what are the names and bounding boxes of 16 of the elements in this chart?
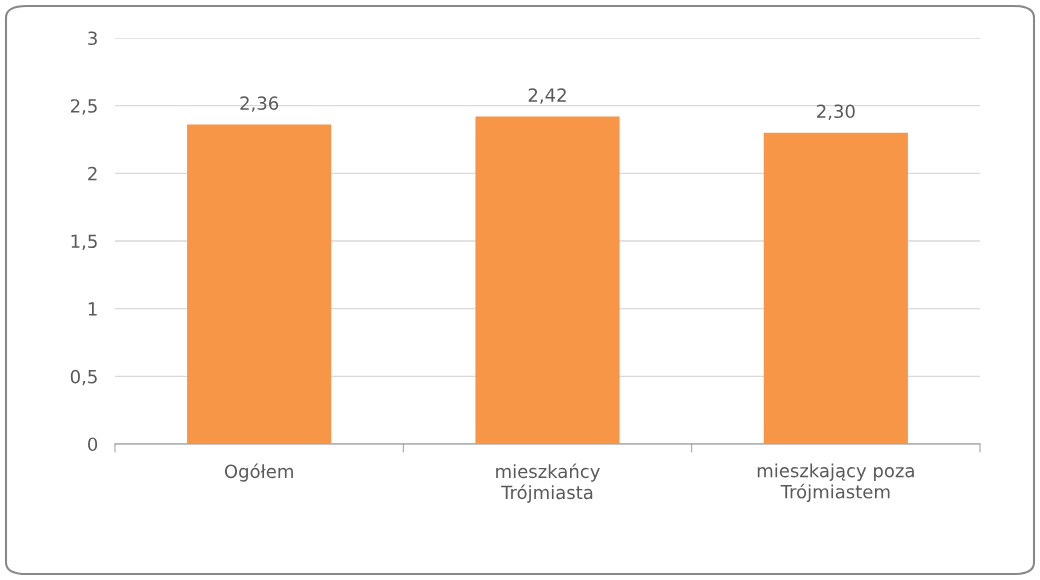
bar [475,116,620,444]
x-tick-label: mieszkający poza Trójmiastem [757,463,914,502]
bar [187,124,332,444]
y-tick-label: 2 [88,166,97,181]
x-tick-label: mieszkańcy Trójmiasta [496,463,600,503]
data-label: 2,36 [240,96,279,112]
x-tick-label: Ogółem [224,463,293,482]
y-tick-label: 1,5 [71,234,97,250]
bar [763,132,908,444]
y-tick-label: 0,5 [70,369,97,386]
y-tick-label: 0 [88,437,98,452]
data-label: 2,30 [817,104,855,120]
y-tick-label: 2,5 [70,99,97,115]
y-tick-label: 3 [88,31,97,46]
y-tick-label: 1 [88,302,97,316]
data-label: 2,42 [528,88,566,104]
